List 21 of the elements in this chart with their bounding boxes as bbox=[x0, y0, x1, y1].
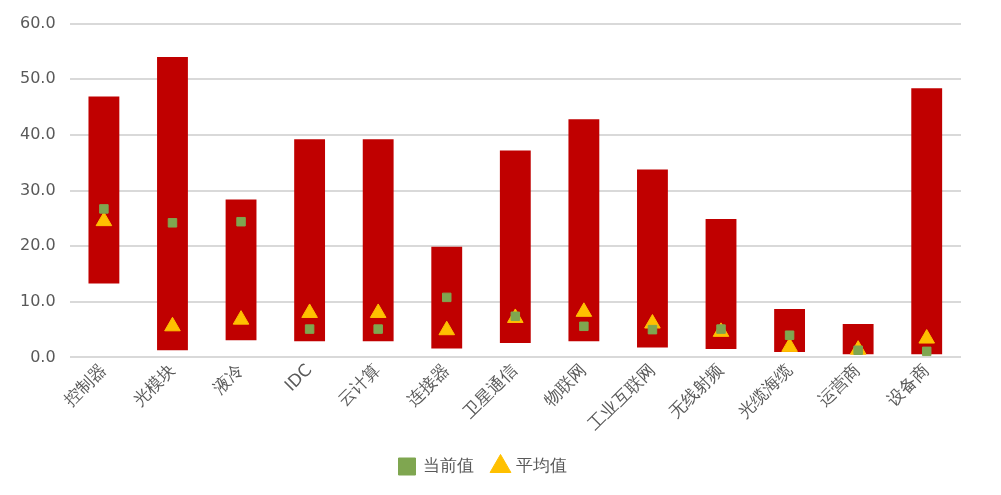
y-tick-label: 10.0 bbox=[20, 290, 56, 310]
y-tick-label: 50.0 bbox=[20, 68, 56, 88]
x-tick-label: 液冷 bbox=[208, 359, 247, 398]
x-tick-label: 卫星通信 bbox=[459, 359, 522, 422]
legend-label: 当前值 bbox=[422, 454, 474, 475]
y-tick-label: 40.0 bbox=[20, 124, 56, 144]
x-tick-label: 设备商 bbox=[882, 359, 933, 410]
x-tick-label: 光模块 bbox=[128, 359, 179, 410]
x-tick-label: 控制器 bbox=[59, 359, 110, 410]
x-tick-label: IDC bbox=[280, 359, 316, 395]
x-tick-label: 物联网 bbox=[539, 359, 590, 410]
x-tick-label: 云计算 bbox=[333, 359, 385, 410]
y-tick-label: 30.0 bbox=[20, 179, 56, 199]
x-tick-label: 无线射频 bbox=[664, 359, 727, 422]
x-tick-label: 运营商 bbox=[813, 359, 865, 410]
y-tick-label: 0.0 bbox=[30, 346, 56, 366]
y-tick-label: 20.0 bbox=[20, 235, 56, 255]
x-tick-label: 光缆海缆 bbox=[733, 359, 796, 422]
legend-label: 平均值 bbox=[516, 454, 567, 475]
y-tick-label: 60.0 bbox=[20, 12, 56, 32]
x-tick-label: 连接器 bbox=[402, 359, 453, 410]
